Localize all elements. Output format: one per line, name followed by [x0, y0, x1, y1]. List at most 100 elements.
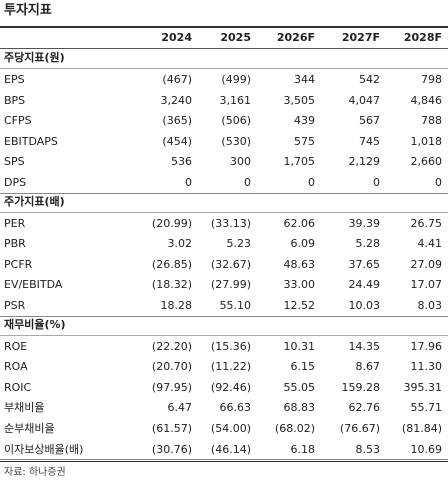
cell: 3,161: [219, 93, 252, 107]
cell: 8.67: [355, 360, 381, 374]
cell: 4,846: [410, 93, 443, 107]
rule: [0, 68, 448, 69]
row-label: PCFR: [4, 257, 33, 271]
cell: (76.67): [339, 422, 380, 435]
rule: [0, 211, 448, 213]
cell: 2028F: [403, 31, 442, 44]
cell: 798: [421, 73, 442, 86]
section-title: 주가지표(배): [4, 194, 65, 208]
cell: 10.03: [348, 299, 381, 312]
cell: (467): [162, 73, 192, 86]
cell: (46.14): [210, 442, 251, 456]
row-label: EV/EBITDA: [4, 278, 63, 292]
rule: [0, 26, 448, 28]
rule: [0, 459, 448, 461]
cell: 159.28: [341, 380, 381, 394]
row-label: PBR: [4, 237, 26, 251]
cell: (61.57): [151, 422, 192, 435]
cell: (27.99): [210, 278, 251, 292]
cell: 2027F: [341, 31, 380, 44]
cell: 575: [294, 134, 315, 148]
rule: [0, 334, 448, 336]
cell: 300: [230, 155, 251, 169]
cell: 0: [185, 176, 192, 189]
section-title: 재무비율(%): [4, 317, 66, 331]
cell: (33.13): [210, 216, 251, 230]
cell: 17.07: [410, 278, 443, 292]
cell: 0: [373, 176, 380, 189]
cell: 3,240: [160, 93, 193, 107]
cell: 2024: [161, 31, 192, 44]
cell: 55.10: [219, 299, 252, 312]
cell: 3.02: [167, 237, 193, 251]
row-label: EBITDAPS: [4, 134, 58, 148]
cell: 62.06: [283, 216, 316, 230]
cell: 4.41: [417, 237, 443, 251]
cell: (506): [221, 114, 251, 128]
cell: 66.63: [219, 401, 252, 415]
cell: (30.76): [151, 442, 192, 456]
cell: 6.15: [290, 360, 316, 374]
cell: 39.39: [348, 216, 381, 230]
cell: 0: [308, 176, 315, 189]
cell: 55.05: [283, 380, 316, 394]
cell: 567: [359, 114, 380, 128]
rule: [0, 315, 448, 317]
cell: 11.30: [410, 360, 443, 374]
cell: 68.83: [283, 401, 316, 415]
row-label: SPS: [4, 155, 25, 169]
source: 자료: 하나증권: [4, 467, 66, 478]
cell: 4,047: [348, 93, 381, 107]
row-label: BPS: [4, 93, 26, 107]
row-label: ROE: [4, 339, 28, 353]
cell: 0: [244, 176, 251, 189]
row-label: 부채비율: [4, 401, 45, 415]
cell: (20.70): [151, 360, 192, 374]
cell: 17.96: [410, 339, 443, 353]
cell: (20.99): [151, 216, 192, 230]
cell: 8.53: [355, 442, 381, 456]
cell: (92.46): [210, 380, 251, 394]
cell: 10.31: [283, 339, 316, 353]
cell: 439: [294, 114, 315, 128]
cell: (18.32): [151, 278, 192, 292]
row-label: PSR: [4, 299, 26, 312]
cell: 33.00: [283, 278, 316, 292]
cell: 6.47: [167, 401, 193, 415]
cell: (530): [221, 134, 251, 148]
cell: 10.69: [410, 442, 443, 456]
cell: (454): [162, 134, 192, 148]
cell: (26.85): [151, 257, 192, 271]
cell: 344: [294, 73, 315, 86]
section-title: 주당지표(원): [4, 51, 65, 64]
row-label: 순부채비율: [4, 422, 55, 435]
cell: 8.03: [417, 299, 443, 312]
cell: 1,705: [283, 155, 316, 169]
cell: (97.95): [151, 380, 192, 394]
cell: 788: [421, 114, 442, 128]
row-label: ROA: [4, 360, 28, 374]
cell: 24.49: [348, 278, 381, 292]
title: 투자지표: [4, 3, 52, 18]
cell: 5.28: [355, 237, 381, 251]
cell: 0: [435, 176, 442, 189]
cell: (11.22): [210, 360, 251, 374]
cell: 6.18: [290, 442, 316, 456]
cell: 27.09: [410, 257, 443, 271]
cell: 2,129: [348, 155, 381, 169]
row-label: CFPS: [4, 114, 32, 128]
cell: 37.65: [348, 257, 381, 271]
cell: (68.02): [274, 422, 315, 435]
cell: 62.76: [348, 401, 381, 415]
cell: 2026F: [276, 31, 315, 44]
cell: 2025: [220, 31, 251, 44]
cell: 6.09: [290, 237, 316, 251]
cell: (499): [221, 73, 251, 86]
rule: [0, 461, 448, 463]
cell: 745: [359, 134, 380, 148]
row-label: EPS: [4, 73, 25, 86]
cell: 18.28: [160, 299, 193, 312]
cell: 2,660: [410, 155, 443, 169]
cell: 542: [359, 73, 380, 86]
